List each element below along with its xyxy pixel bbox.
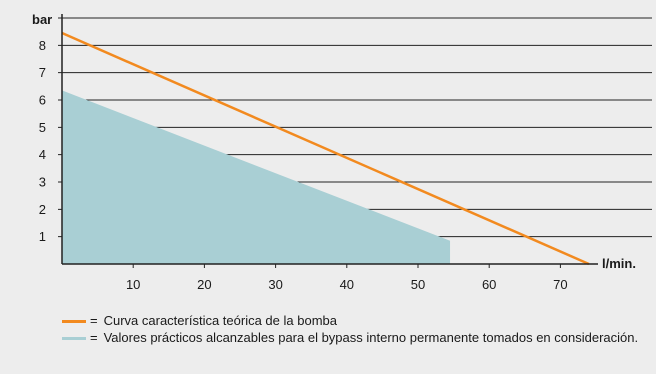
x-tick-label: 30 (268, 277, 282, 292)
x-axis-label: l/min. (602, 256, 636, 271)
axes (61, 14, 598, 268)
y-tick-label: 1 (39, 229, 46, 244)
line-layer (61, 31, 590, 266)
chart: 1 2 3 4 5 6 7 8 10 20 30 40 50 60 70 bar l/min. (32, 12, 652, 292)
legend-text-curve: Curva característica teórica de la bomba (103, 313, 337, 328)
y-tick-label: 2 (39, 202, 46, 217)
x-tick-label: 40 (340, 277, 354, 292)
x-tick-label: 70 (553, 277, 567, 292)
legend-item-curve: = Curva característica teórica de la bom… (62, 313, 656, 330)
y-tick-label: 5 (39, 120, 46, 135)
x-tick-label: 20 (197, 277, 211, 292)
y-tick-label: 4 (39, 147, 46, 162)
y-axis-label: bar (32, 12, 52, 27)
legend-swatch-area (62, 336, 86, 340)
series-line (61, 31, 590, 266)
legend-equals: = (90, 313, 98, 328)
y-tick-label: 6 (39, 93, 46, 108)
legend-swatch-curve (62, 320, 86, 323)
x-tick-label: 10 (126, 277, 140, 292)
x-tick-label: 60 (482, 277, 496, 292)
y-tick-label: 3 (39, 175, 46, 190)
y-tick-label: 7 (39, 65, 46, 80)
x-tick-label: 50 (411, 277, 425, 292)
legend: = Curva característica teórica de la bom… (62, 313, 656, 346)
area-layer (62, 90, 451, 264)
legend-item-area: = Valores prácticos alcanzables para el … (62, 330, 656, 347)
x-tick-labels: 10 20 30 40 50 60 70 (126, 277, 568, 292)
legend-text-area: Valores prácticos alcanzables para el by… (103, 329, 639, 345)
y-tick-label: 8 (39, 38, 46, 53)
legend-equals: = (90, 329, 98, 345)
y-tick-labels: 1 2 3 4 5 6 7 8 (39, 38, 46, 244)
series-area (62, 90, 451, 264)
